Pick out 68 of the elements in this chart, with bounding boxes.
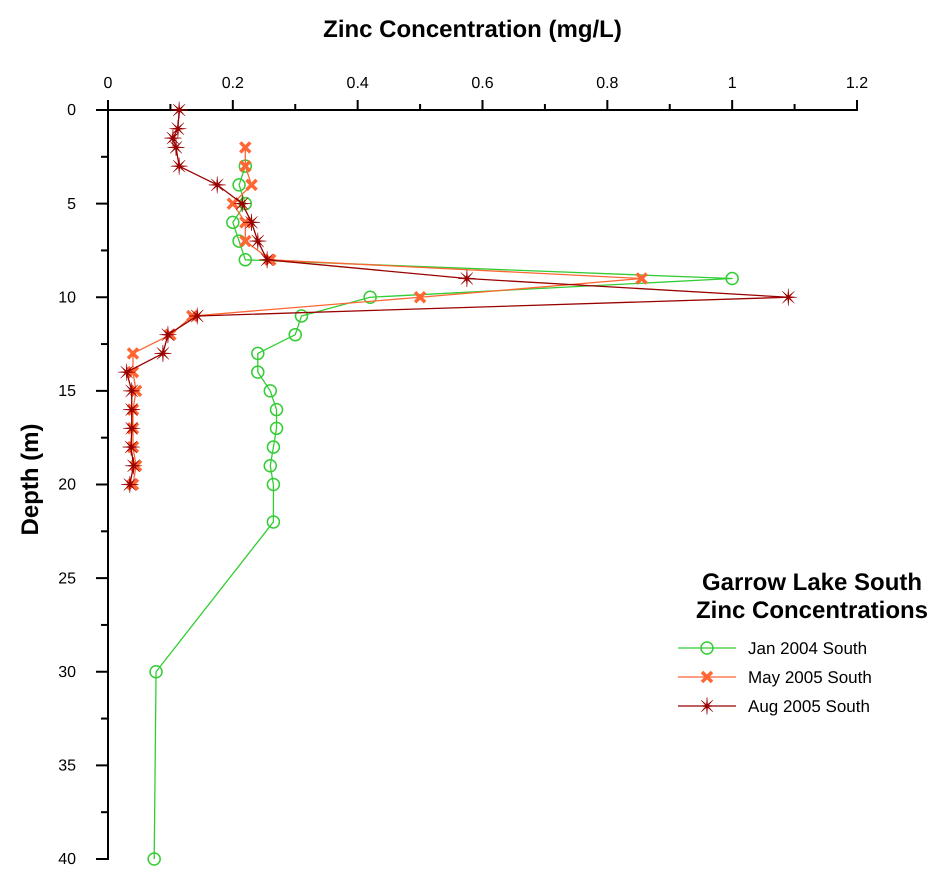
point (264, 384, 278, 398)
x-tick-label: 0.8 (596, 75, 619, 92)
point (126, 346, 140, 360)
point (170, 101, 188, 119)
point (122, 382, 140, 400)
point (238, 253, 252, 267)
point (270, 422, 284, 436)
point (208, 176, 226, 194)
point (149, 665, 163, 678)
point (238, 234, 252, 248)
y-tick-label: 30 (58, 664, 76, 681)
point (264, 459, 278, 473)
x-tick-label: 0.4 (346, 75, 369, 92)
point (270, 402, 284, 416)
point (122, 400, 140, 418)
y-tick-label: 15 (58, 382, 76, 400)
point (164, 129, 182, 147)
x-tick-label: 0.6 (471, 75, 494, 92)
point (122, 420, 140, 438)
x-tick-label: 1 (728, 75, 737, 92)
y-tick-label: 0 (67, 102, 76, 120)
point (266, 440, 280, 454)
point (242, 214, 260, 232)
point (458, 270, 476, 288)
point (294, 309, 308, 323)
x-tick-label: 0.2 (222, 75, 244, 92)
point (251, 346, 265, 360)
point (167, 138, 185, 156)
point (170, 157, 188, 175)
point (266, 478, 280, 492)
y-axis-title: Depth (m) (17, 424, 44, 536)
point (244, 178, 258, 192)
y-tick-label: 10 (58, 289, 76, 306)
point (188, 307, 206, 325)
point (413, 290, 427, 304)
x-tick-label: 1.2 (846, 75, 868, 92)
point (226, 216, 240, 230)
legend-label: Aug 2005 South (748, 697, 870, 716)
point (288, 328, 302, 342)
point (118, 363, 136, 381)
point (363, 290, 377, 304)
point (233, 194, 251, 212)
x-tick-label: 0 (104, 75, 113, 92)
point (232, 178, 246, 192)
point (258, 251, 276, 269)
point (121, 476, 139, 494)
point (124, 457, 142, 475)
point (147, 852, 161, 866)
point (238, 140, 252, 154)
point (266, 515, 280, 529)
y-tick-label: 20 (58, 476, 76, 494)
y-tick-label: 40 (58, 851, 76, 868)
legend-title: Garrow Lake South Zinc Concentrations (696, 569, 928, 624)
point (169, 120, 187, 138)
point (159, 326, 177, 344)
legend-label: Jan 2004 South (748, 639, 868, 658)
point (249, 232, 267, 250)
point (226, 196, 240, 210)
point (122, 438, 140, 456)
x-axis-title: Zinc Concentration (mg/L) (323, 16, 622, 43)
y-tick-label: 5 (67, 196, 76, 213)
point (251, 365, 265, 379)
point (725, 272, 739, 286)
point (634, 272, 648, 286)
legend-label: May 2005 South (748, 668, 872, 687)
point (154, 344, 172, 362)
y-tick-label: 25 (58, 570, 76, 588)
y-tick-label: 35 (58, 757, 76, 774)
